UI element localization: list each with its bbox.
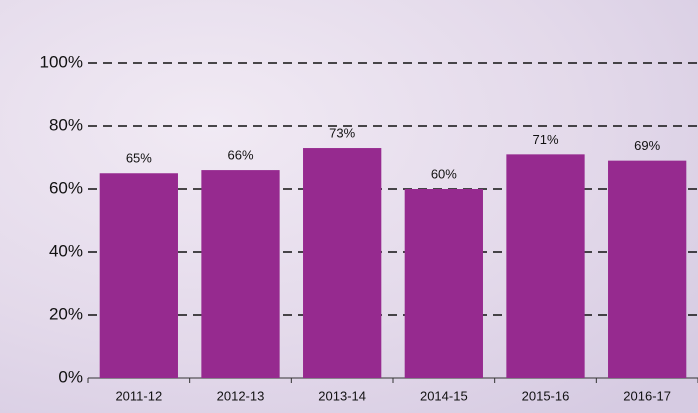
value-label: 71% bbox=[532, 132, 558, 147]
bar bbox=[506, 154, 584, 378]
value-label: 73% bbox=[329, 125, 355, 140]
chart: 0% 20% 40% 60% 80% 100% 2011-12 65% 2012-13 66% 20… bbox=[0, 0, 698, 413]
y-tick-label: 20% bbox=[49, 304, 83, 323]
x-tick-label: 2011-12 bbox=[115, 388, 162, 403]
bar bbox=[100, 173, 178, 378]
x-tick-label: 2014-15 bbox=[420, 388, 468, 403]
x-tick-label: 2012-13 bbox=[217, 388, 265, 403]
y-tick-label: 40% bbox=[49, 241, 83, 260]
bar bbox=[405, 189, 483, 378]
y-tick-label: 0% bbox=[58, 367, 83, 386]
y-tick-label: 60% bbox=[49, 178, 83, 197]
value-label: 66% bbox=[227, 148, 253, 163]
x-tick-label: 2015-16 bbox=[522, 388, 570, 403]
y-tick-label: 100% bbox=[40, 52, 83, 71]
value-label: 69% bbox=[634, 138, 660, 153]
page: 0% 20% 40% 60% 80% 100% 2011-12 65% 2012-13 66% 20… bbox=[0, 0, 698, 413]
y-tick-label: 80% bbox=[49, 115, 83, 134]
x-tick-label: 2016-17 bbox=[623, 388, 671, 403]
bar bbox=[201, 170, 279, 378]
value-label: 65% bbox=[126, 151, 152, 166]
bar bbox=[608, 161, 686, 378]
x-tick-label: 2013-14 bbox=[318, 388, 366, 403]
bar bbox=[303, 148, 381, 378]
value-label: 60% bbox=[431, 166, 457, 181]
